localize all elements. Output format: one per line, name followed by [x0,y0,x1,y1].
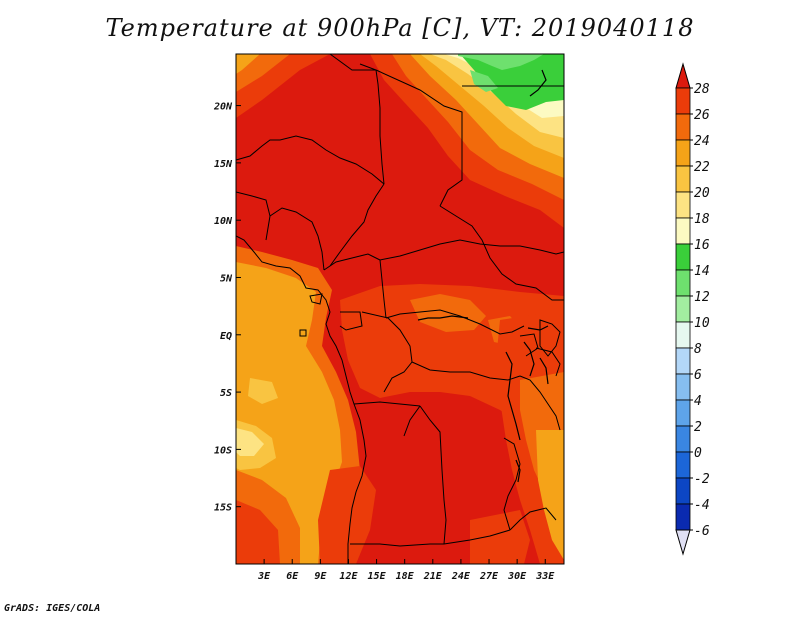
lon-tick-label: 15E [368,571,387,582]
colorbar-label: 12 [694,290,710,305]
lat-tick-label: 20N [213,102,233,113]
colorbar-label: 24 [694,134,710,149]
colorbar-segment [675,347,691,375]
colorbar-label: 10 [694,316,710,331]
lat-tick-label: 5N [220,273,233,284]
colorbar-segment [675,269,691,297]
credit-label: GrADS: IGES/COLA [4,603,101,614]
colorbar-segment [675,139,691,167]
lon-tick-label: 6E [286,571,299,582]
colorbar-label: 22 [694,160,710,175]
lon-tick-label: 12E [339,571,358,582]
lat-tick-label: 10N [214,216,233,227]
colorbar-segment [675,87,691,115]
colorbar-label: 8 [694,342,702,357]
colorbar-label: 2 [694,420,702,435]
lat-tick-label: EQ [220,331,232,342]
colorbar-label: -6 [694,524,710,539]
lon-tick-label: 27E [479,571,499,582]
colorbar-segment [675,295,691,323]
colorbar-segment [675,425,691,453]
colorbar-top-cap [675,62,691,89]
colorbar-label: 6 [694,368,702,383]
lat-tick-label: 15N [214,159,233,170]
lon-tick-label: 18E [396,571,415,582]
colorbar-segment [675,503,691,531]
colorbar-label: 28 [694,82,710,97]
lakes [417,69,549,483]
colorbar-segment [675,399,691,427]
colorbar-segment [675,217,691,245]
longitude-axis: 3E 6E 9E 12E 15E 18E 21E 24E 27E 30E 33E [257,559,555,582]
colorbar-segment [675,321,691,349]
colorbar-segment [675,191,691,219]
lon-tick-label: 21E [423,571,443,582]
colorbar-label: 4 [694,394,702,409]
lon-tick-label: 24E [451,571,471,582]
lon-tick-label: 9E [314,571,327,582]
colorbar-segment [675,373,691,401]
lat-tick-label: 5S [220,388,232,399]
lon-tick-label: 30E [507,571,527,582]
colorbar-label: -2 [694,472,710,487]
colorbar-label: 26 [694,108,710,123]
colorbar-segment [675,165,691,193]
lon-tick-label: 33E [535,571,555,582]
map-frame [235,53,565,565]
colorbar-segment [675,477,691,505]
map-title: Temperature at 900hPa [C], VT: 201904011… [105,14,695,42]
country-borders [236,54,564,564]
lat-tick-label: 10S [214,445,232,456]
colorbar-label: 14 [694,264,710,279]
temperature-field [236,54,564,564]
colorbar-label: 16 [694,238,710,253]
lat-tick-label: 15S [214,503,232,514]
colorbar-label: 20 [694,186,710,201]
colorbar-segment [675,451,691,479]
lon-tick-label: 3E [257,571,271,582]
latitude-axis: 20N 15N 10N 5N EQ 5S 10S 15S [213,102,241,514]
colorbar-label: 0 [694,446,702,461]
colorbar-label: -4 [694,498,710,513]
colorbar-bottom-cap [675,529,691,556]
colorbar-segment [675,243,691,271]
colorbar-segment [675,113,691,141]
colorbar-label: 18 [694,212,710,227]
